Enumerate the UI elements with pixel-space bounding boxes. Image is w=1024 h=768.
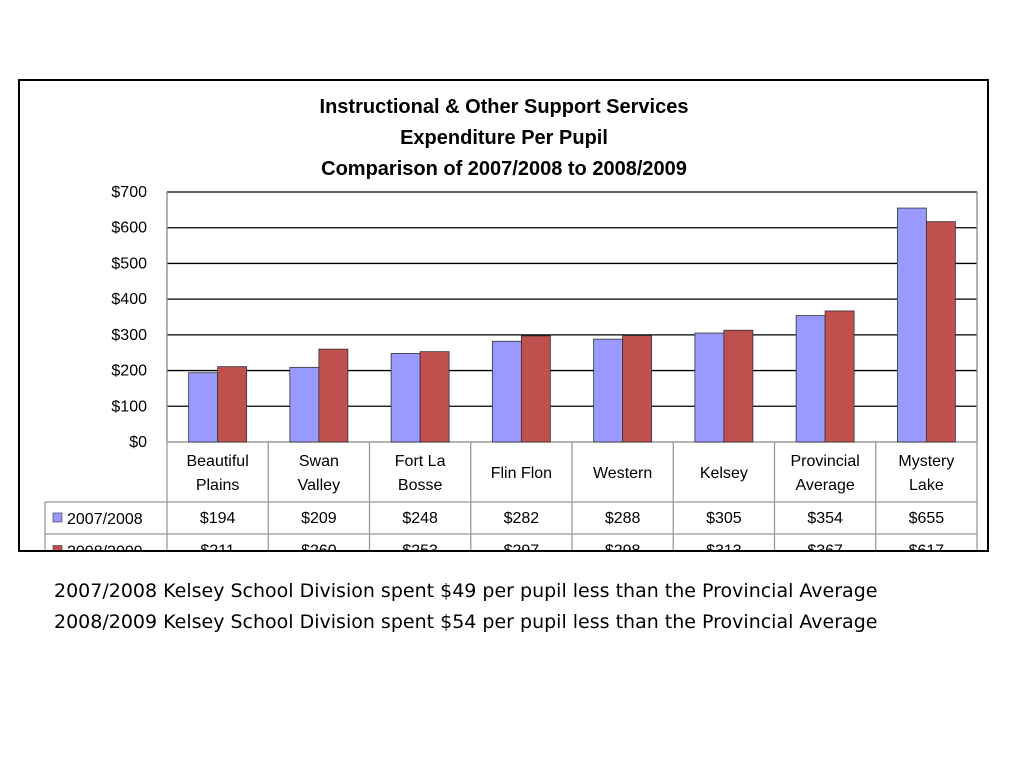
category-label: Swan: [299, 453, 339, 470]
table-value-label: $194: [200, 510, 236, 527]
bar-series2: [925, 221, 956, 443]
legend-label-1: 2007/2008: [67, 511, 143, 528]
table-value-label: $288: [605, 510, 641, 527]
y-tick-label: $500: [111, 255, 147, 272]
table-value-label: $282: [504, 510, 540, 527]
y-tick-label: $100: [111, 398, 147, 415]
bar-series1: [896, 207, 927, 443]
y-tick-label: $700: [111, 184, 147, 201]
table-value-label: $297: [504, 543, 540, 551]
category-label: Average: [795, 477, 854, 494]
bar-series2: [723, 329, 754, 443]
y-tick-label: $200: [111, 363, 147, 380]
bar-series1: [289, 366, 320, 443]
category-label: Lake: [909, 477, 944, 494]
y-tick-label: $300: [111, 327, 147, 344]
category-label: Plains: [196, 477, 240, 494]
category-label: Provincial: [790, 453, 859, 470]
bar-series1: [390, 353, 421, 443]
bar-series1: [491, 340, 522, 443]
bar-series2: [824, 310, 855, 443]
y-tick-label: $0: [129, 434, 147, 451]
y-tick-label: $400: [111, 291, 147, 308]
table-value-label: $209: [301, 510, 337, 527]
table-value-label: $354: [807, 510, 843, 527]
table-value-label: $313: [706, 543, 742, 551]
table-value-label: $253: [402, 543, 438, 551]
legend-label-2: 2008/2009: [67, 544, 143, 551]
chart-title-line-1: Instructional & Other Support Services: [320, 96, 689, 118]
category-label: Mystery: [898, 453, 954, 470]
category-label: Flin Flon: [491, 465, 552, 482]
table-value-label: $211: [200, 543, 235, 551]
y-tick-label: $600: [111, 220, 147, 237]
chart-svg: Instructional & Other Support Services Ex…: [44, 96, 978, 551]
table-value-label: $248: [402, 510, 438, 527]
bar-series2: [520, 335, 551, 443]
kelsey-note-2008: 2008/2009 Kelsey School Division spent $…: [54, 611, 878, 633]
legend-swatch-2: [52, 545, 63, 550]
category-label: Kelsey: [700, 465, 748, 482]
bar-series2: [217, 366, 248, 443]
category-label: Western: [593, 465, 652, 482]
chart-title-line-3: Comparison of 2007/2008 to 2008/2009: [321, 158, 687, 180]
table-value-label: $367: [807, 543, 843, 551]
bar-series1: [188, 372, 219, 443]
chart-frame: Instructional & Other Support Services Ex…: [18, 79, 989, 552]
table-value-label: $655: [909, 510, 945, 527]
table-value-label: $260: [301, 543, 337, 551]
bar-series2: [622, 335, 653, 443]
kelsey-note-2007: 2007/2008 Kelsey School Division spent $…: [54, 580, 878, 602]
bar-series1: [694, 332, 725, 443]
table-value-label: $617: [909, 543, 945, 551]
bar-series1: [593, 338, 624, 443]
legend-swatch-1: [52, 512, 63, 523]
category-label: Bosse: [398, 477, 443, 494]
bar-series2: [419, 351, 450, 443]
table-value-label: $298: [605, 543, 641, 551]
category-label: Fort La: [395, 453, 446, 470]
bar-series1: [795, 315, 826, 443]
category-label: Beautiful: [186, 453, 248, 470]
table-value-label: $305: [706, 510, 742, 527]
chart-title-line-2: Expenditure Per Pupil: [400, 127, 608, 149]
bar-series2: [318, 348, 349, 443]
category-label: Valley: [298, 477, 340, 494]
